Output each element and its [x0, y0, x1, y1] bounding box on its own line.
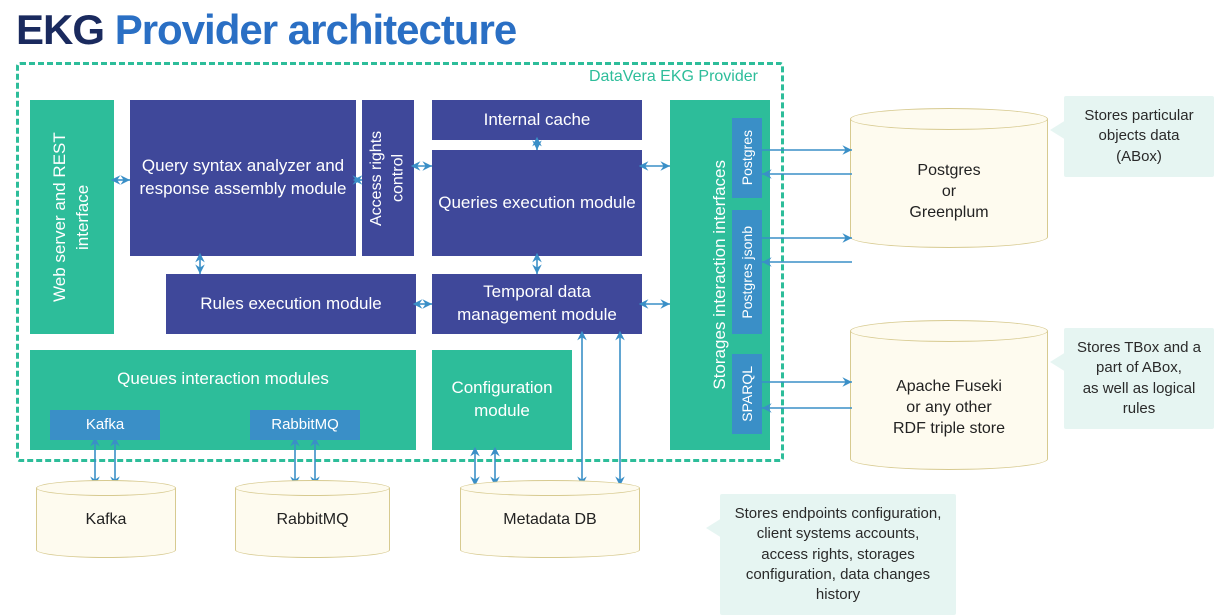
- block-rabbit_sub: RabbitMQ: [250, 410, 360, 440]
- block-label-internal_cache: Internal cache: [484, 109, 591, 132]
- block-label-queries_exec: Queries execution module: [438, 192, 636, 215]
- block-web_rest: Web server and REST interface: [30, 100, 114, 334]
- block-temporal: Temporal data management module: [432, 274, 642, 334]
- block-label-queues: Queues interaction modules: [117, 368, 329, 391]
- cylinder-label-kafka: Kafka: [36, 510, 176, 531]
- title-part-1: EKG: [16, 6, 115, 53]
- provider-label: DataVera EKG Provider: [589, 68, 758, 86]
- cylinder-label-fuseki: Apache Fusekior any otherRDF triple stor…: [850, 377, 1048, 439]
- block-internal_cache: Internal cache: [432, 100, 642, 140]
- page-title: EKG Provider architecture: [16, 6, 516, 54]
- cylinder-postgres: PostgresorGreenplum: [850, 108, 1048, 248]
- block-label-storages: Storages interaction interfaces: [709, 160, 732, 390]
- block-queries_exec: Queries execution module: [432, 150, 642, 256]
- callout-metadata: Stores endpoints configuration, client s…: [720, 494, 956, 615]
- cylinder-kafka: Kafka: [36, 480, 176, 558]
- block-config: Configuration module: [432, 350, 572, 450]
- block-label-web_rest: Web server and REST interface: [49, 106, 95, 328]
- block-label-sparql: SPARQL: [738, 366, 757, 422]
- title-part-2: Provider architecture: [115, 6, 517, 53]
- cylinder-fuseki: Apache Fusekior any otherRDF triple stor…: [850, 320, 1048, 470]
- block-label-access_rights: Access rights control: [366, 106, 409, 250]
- cylinder-rabbit: RabbitMQ: [235, 480, 390, 558]
- cylinder-label-rabbit: RabbitMQ: [235, 510, 390, 531]
- callout-abox: Stores particular objects data (ABox): [1064, 96, 1214, 177]
- block-sparql: SPARQL: [732, 354, 762, 434]
- block-label-rules_exec: Rules execution module: [200, 293, 381, 316]
- cylinder-label-metadata: Metadata DB: [460, 510, 640, 531]
- block-rules_exec: Rules execution module: [166, 274, 416, 334]
- cylinder-label-postgres: PostgresorGreenplum: [850, 161, 1048, 223]
- block-label-postgres_if: Postgres: [738, 130, 757, 185]
- callout-tail-abox: [1050, 120, 1066, 140]
- block-label-config: Configuration module: [438, 377, 566, 423]
- cylinder-metadata: Metadata DB: [460, 480, 640, 558]
- callout-tail-metadata: [706, 518, 722, 538]
- block-label-pg_jsonb: Postgres jsonb: [738, 226, 757, 319]
- block-query_analyzer: Query syntax analyzer and response assem…: [130, 100, 356, 256]
- block-label-kafka_sub: Kafka: [86, 415, 124, 435]
- callout-tail-tbox: [1050, 352, 1066, 372]
- block-kafka_sub: Kafka: [50, 410, 160, 440]
- block-pg_jsonb: Postgres jsonb: [732, 210, 762, 334]
- block-access_rights: Access rights control: [362, 100, 414, 256]
- block-label-rabbit_sub: RabbitMQ: [271, 415, 339, 435]
- block-postgres_if: Postgres: [732, 118, 762, 198]
- callout-tbox: Stores TBox and a part of ABox,as well a…: [1064, 328, 1214, 429]
- block-label-temporal: Temporal data management module: [438, 281, 636, 327]
- block-label-query_analyzer: Query syntax analyzer and response assem…: [136, 155, 350, 201]
